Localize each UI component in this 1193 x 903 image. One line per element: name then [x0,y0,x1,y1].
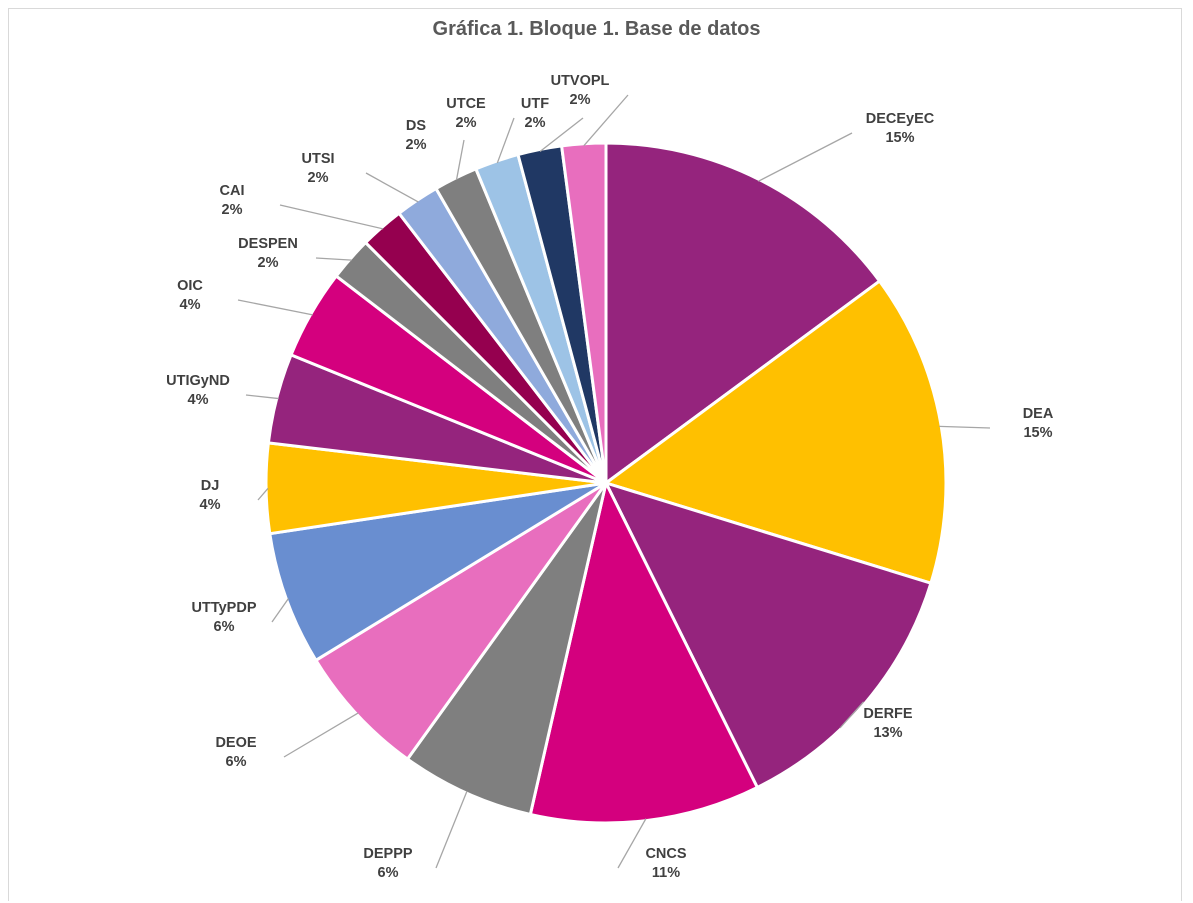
data-label-name-utce: UTCE [446,96,486,112]
pie-slice-uttypdp [268,481,608,662]
leader-line-dea [939,425,991,429]
data-label-percent-utf: 2% [525,115,546,131]
data-label-name-deceyec: DECEyEC [866,111,935,127]
leader-line-despen [315,257,352,261]
data-label-percent-oic: 4% [180,297,201,313]
data-label-percent-utsi: 2% [308,170,329,186]
data-label-name-dj: DJ [201,478,220,494]
data-label-name-dea: DEA [1023,406,1054,422]
data-label-percent-utce: 2% [456,115,477,131]
leader-line-cai [279,204,384,230]
data-label-name-cncs: CNCS [645,846,686,862]
data-label-percent-deceyec: 15% [885,130,914,146]
data-label-percent-dea: 15% [1023,425,1052,441]
data-label-percent-deppp: 6% [378,865,399,881]
pie-slice-derfe [604,481,933,789]
data-label-percent-ds: 2% [406,137,427,153]
data-label-percent-cncs: 11% [652,865,680,881]
leader-line-deceyec [758,132,853,182]
leader-line-cncs [617,818,647,869]
leader-line-derfe [839,701,865,729]
leader-line-utsi [365,172,419,203]
leader-line-deppp [435,790,468,869]
data-label-percent-derfe: 13% [873,725,902,741]
data-label-percent-utigynd: 4% [188,392,209,408]
data-label-name-despen: DESPEN [238,236,298,252]
data-label-name-deoe: DEOE [215,735,256,751]
data-label-percent-dj: 4% [200,497,221,513]
data-label-name-cai: CAI [220,183,245,199]
leader-line-dj [257,487,269,501]
leader-line-utce [496,117,515,164]
data-label-percent-cai: 2% [222,202,243,218]
leader-line-utvopl [583,94,629,147]
data-label-name-utf: UTF [521,96,549,112]
leader-line-ds [455,139,465,180]
data-label-name-oic: OIC [177,278,203,294]
data-label-name-deppp: DEPPP [363,846,412,862]
data-label-name-ds: DS [406,118,426,134]
leader-line-oic [237,299,313,316]
data-label-name-derfe: DERFE [863,706,912,722]
data-label-percent-utvopl: 2% [570,92,591,108]
data-label-name-uttypdp: UTTyPDP [192,600,257,616]
data-label-percent-despen: 2% [258,255,279,271]
data-label-percent-uttypdp: 6% [214,619,235,635]
pie-slice-deceyec [604,141,882,485]
data-label-name-utvopl: UTVOPL [551,73,610,89]
leader-line-utigynd [245,394,279,400]
leader-line-deoe [283,712,359,758]
data-label-name-utsi: UTSI [301,151,334,167]
pie-slice-utvopl [560,141,608,485]
data-label-percent-deoe: 6% [226,754,247,770]
leader-line-uttypdp [271,598,289,623]
leader-line-utf [539,117,584,153]
data-label-name-utigynd: UTIGyND [166,373,230,389]
chart-title: Gráfica 1. Bloque 1. Base de datos [432,18,761,40]
